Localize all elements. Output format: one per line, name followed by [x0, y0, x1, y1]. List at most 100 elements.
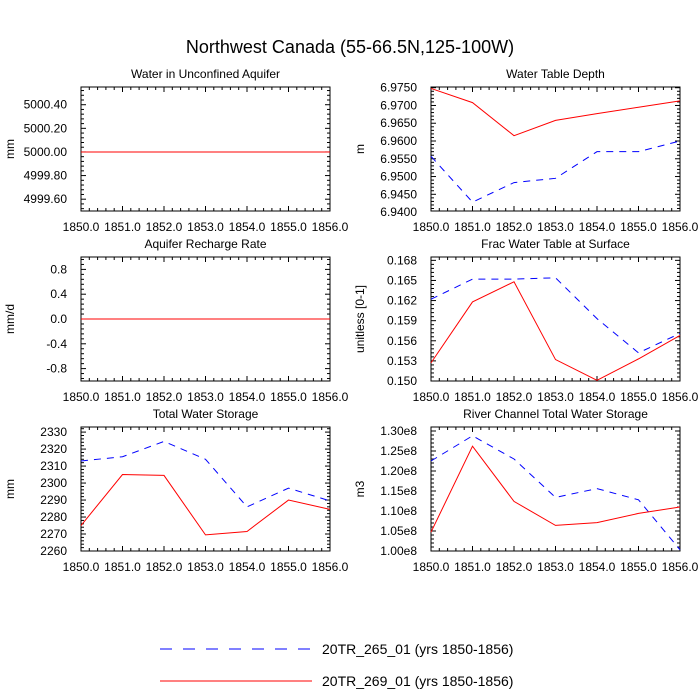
x-tick-label: 1850.0: [413, 560, 450, 574]
x-tick-label: 1855.0: [620, 220, 657, 234]
x-tick-label: 1855.0: [620, 390, 657, 404]
series-line-265: [430, 277, 681, 354]
x-tick-label: 1852.0: [146, 560, 183, 574]
x-tick-label: 1850.0: [63, 560, 100, 574]
y-tick-label: 2270: [40, 527, 67, 541]
y-tick-label: 6.9750: [380, 81, 417, 95]
y-tick-label: 0.0: [50, 312, 67, 326]
x-tick-label: 1853.0: [187, 220, 224, 234]
panel-title: Water in Unconfined Aquifer: [131, 67, 280, 81]
x-tick-label: 1854.0: [579, 390, 616, 404]
y-tick-label: 1.20e8: [380, 464, 417, 478]
y-axis-label: m3: [353, 480, 367, 497]
y-tick-label: 6.9400: [380, 205, 417, 219]
series-line-265: [430, 140, 681, 203]
y-tick-label: 0.165: [387, 273, 417, 287]
x-tick-label: 1854.0: [229, 390, 266, 404]
x-tick-label: 1854.0: [229, 560, 266, 574]
y-tick-label: 0.153: [387, 354, 417, 368]
y-tick-label: 0.162: [387, 294, 417, 308]
panels: Water in Unconfined Aquifer mm 1850.0 1851.…: [3, 67, 699, 574]
x-tick-label: 1853.0: [537, 220, 574, 234]
panel-title: Aquifer Recharge Rate: [144, 237, 266, 251]
y-axis-label: mm/d: [3, 304, 17, 334]
x-tick-label: 1856.0: [662, 390, 699, 404]
x-tick-label: 1851.0: [104, 560, 141, 574]
y-axis-label: mm: [3, 139, 17, 159]
y-tick-label: 4999.80: [24, 169, 68, 183]
panel-title: River Channel Total Water Storage: [463, 407, 648, 421]
y-tick-label: 5000.20: [24, 121, 68, 135]
panel-water-in-unconfined-aquifer: Water in Unconfined Aquifer mm 1850.0 1851.…: [3, 67, 349, 234]
y-tick-label: 6.9550: [380, 152, 417, 166]
x-tick-label: 1852.0: [496, 560, 533, 574]
legend-label-269: 20TR_269_01 (yrs 1850-1856): [322, 673, 513, 689]
plot-frame: [430, 256, 681, 382]
y-tick-label: -0.4: [46, 337, 67, 351]
plot-frame: [80, 86, 331, 212]
y-tick-label: 1.15e8: [380, 484, 417, 498]
y-tick-label: 6.9700: [380, 98, 417, 112]
x-tick-label: 1855.0: [270, 390, 307, 404]
y-tick-label: 0.159: [387, 314, 417, 328]
x-tick-label: 1853.0: [187, 560, 224, 574]
x-tick-label: 1850.0: [63, 220, 100, 234]
y-tick-label: 0.8: [50, 262, 67, 276]
x-tick-label: 1855.0: [270, 560, 307, 574]
x-tick-label: 1853.0: [187, 390, 224, 404]
y-tick-label: 2280: [40, 510, 67, 524]
x-tick-label: 1855.0: [620, 560, 657, 574]
series-line-269: [430, 445, 681, 533]
figure-title: Northwest Canada (55-66.5N,125-100W): [186, 37, 514, 57]
series-line-269: [80, 474, 331, 536]
x-tick-label: 1850.0: [63, 390, 100, 404]
plot-frame: [430, 426, 681, 552]
series-line-265: [80, 440, 331, 508]
y-tick-label: -0.8: [46, 362, 67, 376]
x-tick-label: 1850.0: [413, 390, 450, 404]
y-tick-label: 1.25e8: [380, 444, 417, 458]
y-tick-label: 4999.60: [24, 192, 68, 206]
x-tick-label: 1852.0: [146, 390, 183, 404]
panel-title: Frac Water Table at Surface: [481, 237, 630, 251]
x-tick-label: 1851.0: [454, 560, 491, 574]
y-tick-label: 0.168: [387, 253, 417, 267]
x-tick-label: 1851.0: [104, 390, 141, 404]
plot-frame: [430, 86, 681, 212]
x-tick-label: 1854.0: [579, 220, 616, 234]
y-tick-label: 2330: [40, 425, 67, 439]
x-tick-label: 1852.0: [496, 220, 533, 234]
panel-title: Total Water Storage: [153, 407, 259, 421]
x-tick-label: 1850.0: [413, 220, 450, 234]
series-line-269: [430, 281, 681, 381]
y-tick-label: 1.00e8: [380, 544, 417, 558]
y-tick-label: 0.4: [50, 287, 67, 301]
x-tick-label: 1851.0: [454, 220, 491, 234]
x-tick-label: 1854.0: [579, 560, 616, 574]
y-tick-label: 6.9450: [380, 187, 417, 201]
x-tick-label: 1852.0: [496, 390, 533, 404]
x-tick-label: 1856.0: [312, 220, 349, 234]
panel-total-water-storage: Total Water Storage mm 1850.0 1851.0 1852.0 1…: [3, 407, 349, 574]
y-tick-label: 0.150: [387, 374, 417, 388]
y-axis-label: unitless [0-1]: [353, 285, 367, 353]
panel-river-channel-total-water-storage: River Channel Total Water Storage m3 1850.…: [353, 407, 699, 574]
panel-frac-water-table-at-surface: Frac Water Table at Surface unitless [0-1…: [353, 237, 699, 404]
y-tick-label: 6.9500: [380, 170, 417, 184]
x-tick-label: 1851.0: [454, 390, 491, 404]
y-tick-label: 2260: [40, 544, 67, 558]
x-tick-label: 1853.0: [537, 560, 574, 574]
y-axis-label: mm: [3, 479, 17, 499]
x-tick-label: 1853.0: [537, 390, 574, 404]
x-tick-label: 1856.0: [662, 560, 699, 574]
y-tick-label: 2310: [40, 459, 67, 473]
y-tick-label: 1.30e8: [380, 424, 417, 438]
y-tick-label: 5000.40: [24, 98, 68, 112]
y-tick-label: 2300: [40, 476, 67, 490]
y-tick-label: 1.05e8: [380, 524, 417, 538]
y-tick-label: 2320: [40, 442, 67, 456]
x-tick-label: 1852.0: [146, 220, 183, 234]
y-tick-label: 0.156: [387, 334, 417, 348]
x-tick-label: 1856.0: [662, 220, 699, 234]
y-tick-label: 6.9650: [380, 116, 417, 130]
